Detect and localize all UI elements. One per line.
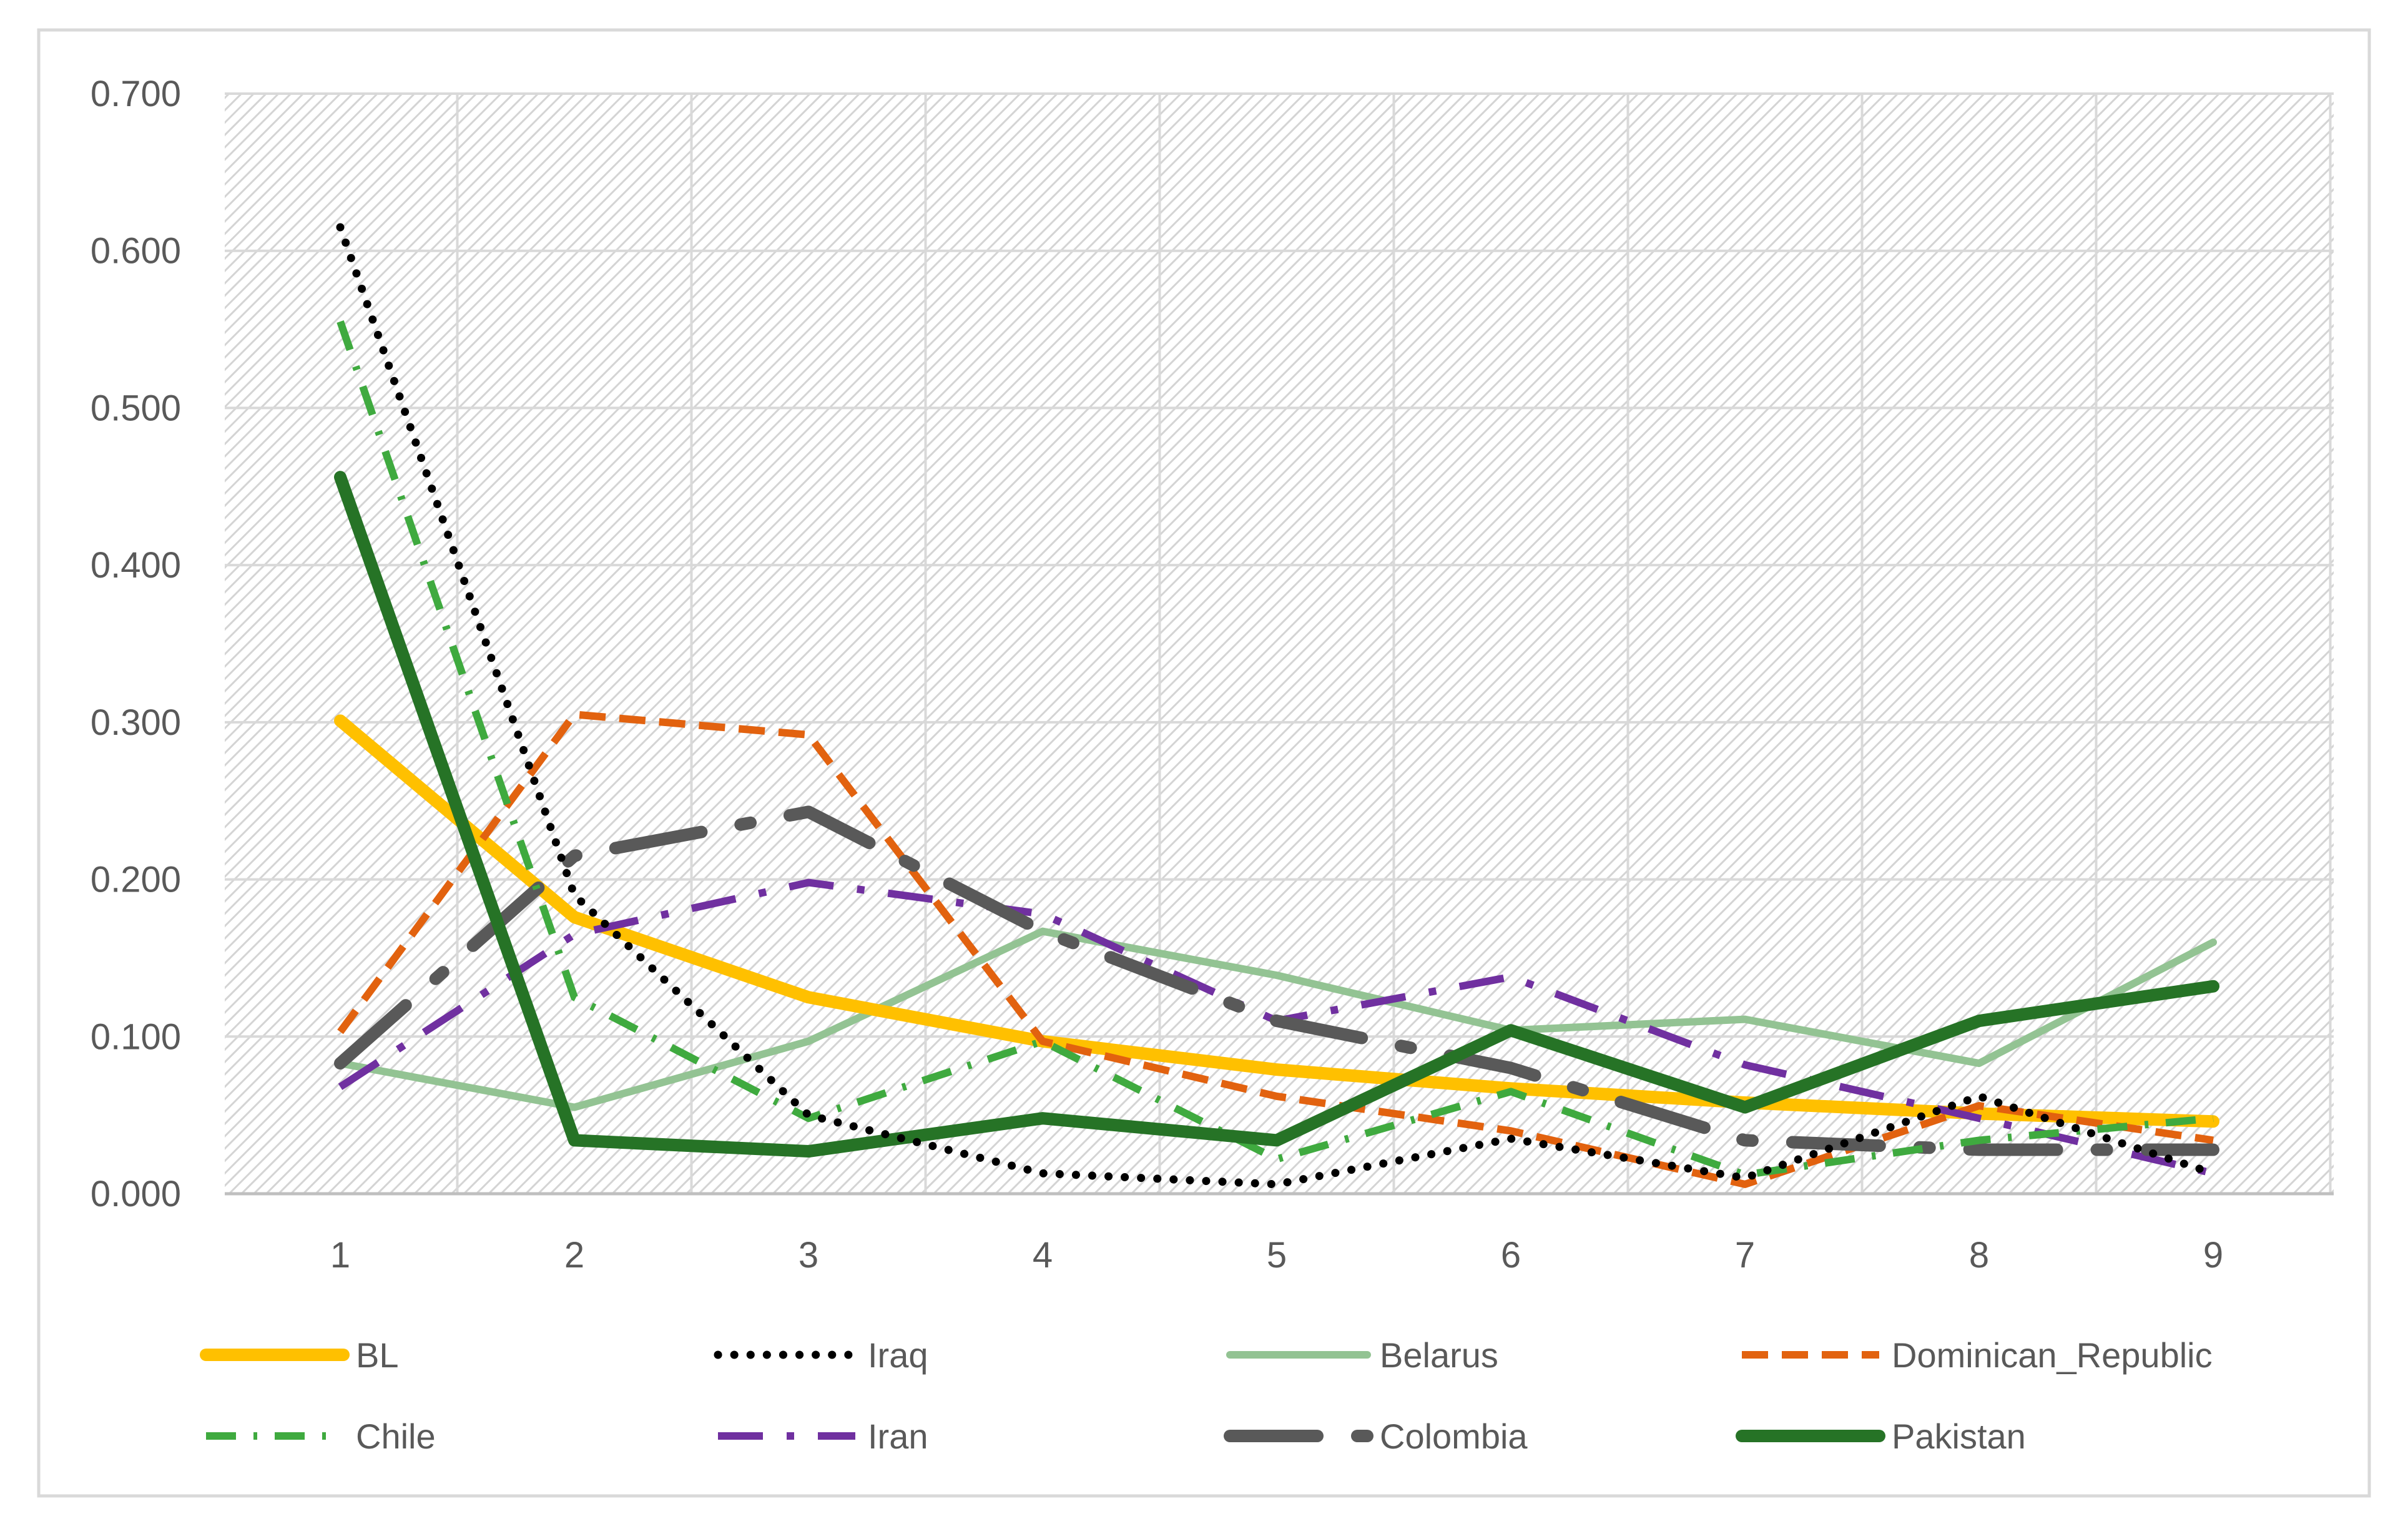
legend-label-dominican_republic: Dominican_Republic — [1892, 1335, 2213, 1375]
x-tick-label: 3 — [799, 1235, 818, 1276]
legend-label-colombia: Colombia — [1380, 1417, 1528, 1456]
x-tick-label: 9 — [2203, 1235, 2223, 1276]
y-tick-label: 0.700 — [91, 74, 181, 114]
series-line-chile — [337, 320, 2214, 1179]
y-tick-label: 0.500 — [91, 388, 181, 428]
x-tick-label: 8 — [1969, 1235, 1989, 1276]
x-tick-label: 1 — [330, 1235, 350, 1276]
legend-label-iran: Iran — [868, 1417, 928, 1456]
series-line-dominican_republic — [337, 710, 2214, 1188]
series-line-pakistan — [334, 471, 2219, 1158]
x-tick-label: 5 — [1267, 1235, 1287, 1276]
axes: 0.000 0.100 0.200 0.300 0.400 0.500 0.600 0.700… — [91, 74, 2334, 1276]
series-lines — [334, 223, 2219, 1189]
y-tick-label: 0.300 — [91, 702, 181, 743]
y-tick-label: 0.600 — [91, 231, 181, 272]
legend-label-iraq: Iraq — [868, 1335, 928, 1375]
plot-area — [225, 94, 2334, 1194]
x-tick-label: 6 — [1501, 1235, 1521, 1276]
x-tick-label: 4 — [1033, 1235, 1053, 1276]
y-tick-label: 0.200 — [91, 860, 181, 900]
legend-label-belarus: Belarus — [1380, 1335, 1498, 1375]
x-tick-label: 2 — [564, 1235, 584, 1276]
legend: BL Iraq Belarus Dominican_Republic Chile Iran… — [200, 1335, 2213, 1456]
series-line-colombia — [334, 805, 2219, 1156]
y-tick-label: 0.400 — [91, 545, 181, 586]
legend-label-chile: Chile — [356, 1417, 436, 1456]
x-tick-label: 7 — [1735, 1235, 1755, 1276]
legend-label-bl: BL — [356, 1335, 399, 1375]
series-line-bl — [334, 714, 2219, 1128]
y-tick-label: 0.000 — [91, 1174, 181, 1214]
gridlines — [225, 92, 2334, 1195]
y-tick-label: 0.100 — [91, 1016, 181, 1057]
legend-label-pakistan: Pakistan — [1892, 1417, 2026, 1456]
series-line-iraq — [336, 223, 2218, 1189]
